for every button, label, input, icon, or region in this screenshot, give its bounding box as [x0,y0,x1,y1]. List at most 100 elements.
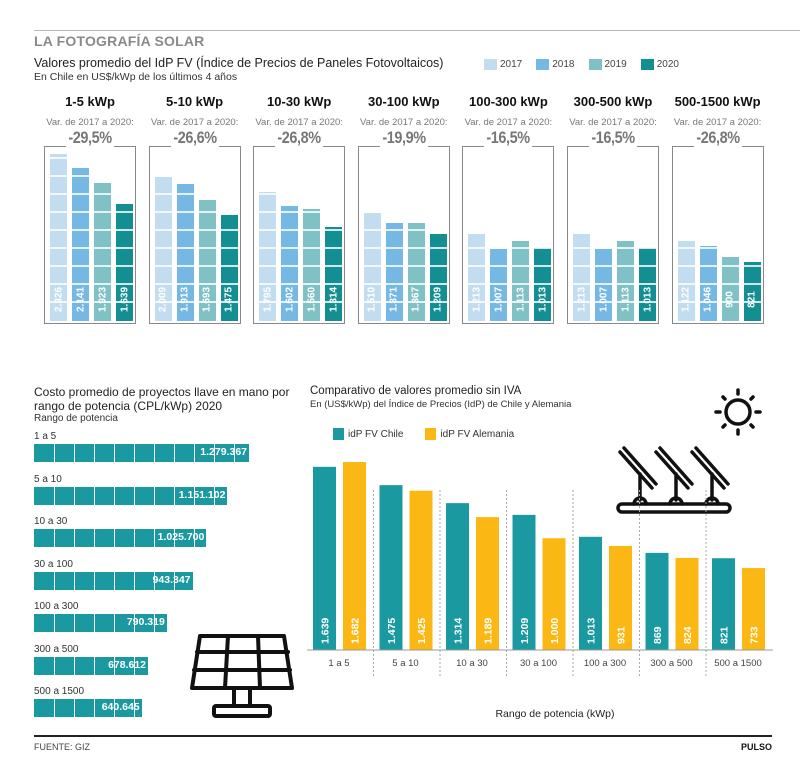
bar-chile [712,558,735,650]
bar-stripe [198,229,216,231]
frame-top-left [44,146,66,147]
legend-item-2019: 2019 [588,59,627,70]
bar-stripe [94,283,111,285]
hbar-segment [154,614,155,632]
bar-stripe [50,157,67,159]
bar-value-label: 1.510 [366,286,378,313]
hbar-segment [114,614,115,632]
bar-stripe [617,301,634,303]
bar-stripe [259,229,277,231]
bar-chile [446,503,469,650]
hbar: 1.151.102 [34,486,228,505]
bar-stripe [490,247,508,249]
bar-stripe [176,193,194,195]
bar-stripe [639,265,656,267]
hbar: 640.645 [34,699,142,717]
hbar-segment [154,571,155,590]
bar-stripe [468,283,486,285]
bar-stripe [677,247,695,249]
bar-value-label: 1.213 [471,286,483,313]
bar-chile [512,514,536,650]
bar-stripe [595,301,612,303]
bar-chile [379,485,403,650]
hbar-segment [94,699,95,717]
chart3-plot: 1.639 1.682 1 a 5 1.475 1.425 5 a 10 1.314 1.18… [307,462,773,720]
bar-stripe [534,265,552,267]
bar-stripe [154,211,172,213]
bar-value-label: 1.013 [642,286,653,313]
hbar-value-label: 1.151.102 [178,488,226,501]
frame-top-right [532,146,555,147]
frame-top-right [218,146,241,147]
x-tick-label: 10 a 30 [456,658,488,669]
hbar: 1.025.700 [34,529,207,547]
frame-top-left [148,146,171,147]
variation-label: Var. de 2017 a 2020: [150,117,239,128]
legend-label: idP FV Chile [348,428,404,440]
bar-stripe [512,247,530,249]
bar-stripe [50,211,67,213]
hbar-segment [194,529,195,547]
hbar-segment [54,529,55,547]
hbar-segment [214,486,215,505]
bar-2017: 2.009 [154,177,172,321]
bar-2017: 1.213 [573,234,590,321]
bar-stripe [490,265,508,267]
panel-100-300-kwp: 100-300 kWp Var. de 2017 a 2020: -16,5% 1.2… [458,94,558,324]
variation-label: Var. de 2017 a 2020: [569,117,657,128]
x-tick-label: 5 a 10 [392,658,418,669]
bar-stripe [116,283,133,285]
bar-stripe [363,229,381,231]
hbar-segment [154,529,155,547]
hbar-segment [174,529,175,547]
bar-2018: 1.913 [176,183,194,321]
variation-percent: -16,5% [591,128,635,147]
bar-2019: 1.693 [198,199,216,321]
variation-label: Var. de 2017 a 2020: [46,117,134,128]
hbar: 1.279.367 [34,444,249,462]
bar-value-label: 1.013 [586,618,598,644]
bar-value-label: 1.122 [680,286,692,313]
bar-stripe [259,265,277,267]
bar-value-label: 1.682 [350,618,362,644]
hbar-segment [94,529,95,547]
frame-top-left [357,146,380,147]
bar-value-label: 1.209 [519,618,531,644]
bar-stripe [303,211,321,213]
bar-stripe [50,265,67,267]
bar-stripe [72,301,89,303]
chart2-title: Costo promedio de proyectos llave en man… [34,385,290,413]
bar-stripe [220,301,238,303]
hbar-segment [194,486,195,505]
bar-value-label: 1.007 [598,286,609,313]
x-tick-label: 300 a 500 [650,658,692,669]
bar-alemania [343,462,366,650]
bar-value-label: 1.113 [515,287,527,312]
hbar-row: 5 a 10 1.151.102 [34,474,228,505]
chart1-legend: 2017 2018 2019 2020 [484,59,679,70]
bar-value-label: 1.013 [537,286,549,313]
bar-stripe [407,265,425,267]
panel-frame: 2.009 1.913 1.693 1.475 [148,146,241,324]
bar-stripe [176,301,194,303]
bar-value-label: 1.602 [284,286,296,313]
hbar-segment [114,444,115,462]
bar-value-label: 1.913 [179,286,191,313]
bar-value-label: 1.475 [223,286,235,313]
hbar-segment [54,614,55,632]
hbar-value-label: 790.319 [126,616,165,628]
bar-stripe [259,193,277,195]
hbar-segment [74,614,75,632]
bar-stripe [72,265,89,267]
hbar-segment [54,699,55,717]
bar-value-label: 1.425 [416,618,428,644]
hbar-segment [94,571,95,590]
hbar-segment [74,444,75,462]
bar-2020: 1.209 [429,234,447,321]
bar-value-label: 1.007 [493,286,505,313]
bar-stripe [154,247,172,249]
frame-top-left [671,146,694,147]
bar-stripe [639,247,656,249]
hbar-value-label: 1.279.367 [200,446,247,458]
bar-stripe [198,301,216,303]
